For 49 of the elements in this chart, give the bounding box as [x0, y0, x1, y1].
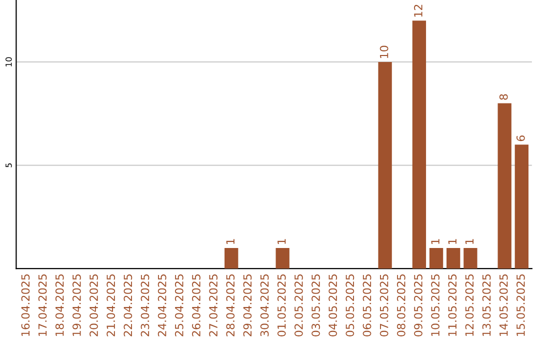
x-tick-label: 10.05.2025: [431, 274, 440, 336]
x-tick-label: 16.04.2025: [21, 274, 30, 336]
bar: [412, 20, 426, 269]
bar: [446, 248, 460, 269]
x-tick-label: 12.05.2025: [465, 274, 474, 336]
data-label: 12: [414, 4, 422, 17]
x-tick-label: 06.05.2025: [362, 274, 372, 336]
bar: [276, 248, 290, 269]
x-tick-label: 29.04.2025: [243, 274, 252, 336]
bar: [224, 248, 238, 269]
x-tick-label: 22.04.2025: [124, 274, 132, 336]
bar: [429, 248, 444, 269]
x-tick-label: 11.05.2025: [448, 274, 457, 336]
y-tick-label: 5: [6, 163, 12, 168]
data-label: 1: [431, 239, 440, 244]
x-tick-label: 07.05.2025: [380, 274, 388, 336]
x-tick-label: 24.04.2025: [158, 274, 166, 336]
bar: [514, 144, 528, 269]
x-tick-label: 20.04.2025: [90, 274, 98, 336]
x-tick-label: 21.04.2025: [106, 274, 116, 336]
x-tick-label: 23.04.2025: [140, 274, 150, 336]
x-tick-label: 04.05.2025: [328, 274, 338, 336]
data-label: 10: [380, 46, 388, 58]
x-tick-label: 01.05.2025: [277, 274, 286, 336]
x-tick-label: 13.05.2025: [482, 274, 491, 336]
bar: [464, 248, 478, 269]
x-tick-label: 03.05.2025: [312, 274, 320, 336]
x-tick-label: 26.04.2025: [192, 274, 200, 336]
x-tick-label: 09.05.2025: [414, 274, 422, 336]
x-tick-label: 25.04.2025: [174, 274, 184, 336]
bar: [378, 62, 392, 269]
x-tick-label: 08.05.2025: [396, 274, 406, 336]
x-tick-label: 30.04.2025: [260, 274, 269, 336]
x-tick-label: 17.04.2025: [38, 274, 47, 336]
x-tick-label: 02.05.2025: [294, 274, 303, 336]
x-tick-label: 19.04.2025: [72, 274, 81, 336]
data-label: 6: [516, 135, 525, 142]
x-tick-label: 27.04.2025: [209, 274, 218, 336]
bar: [498, 103, 512, 269]
x-tick-label: 15.05.2025: [516, 274, 525, 336]
data-label: 1: [465, 239, 474, 244]
data-label: 8: [499, 94, 508, 100]
data-label: 1: [448, 239, 456, 244]
x-tick-label: 05.05.2025: [346, 274, 354, 336]
x-tick-label: 28.04.2025: [226, 274, 235, 336]
data-label: 1: [226, 239, 234, 244]
x-tick-label: 18.04.2025: [55, 274, 64, 336]
x-tick-label: 14.05.2025: [499, 274, 508, 336]
data-label: 1: [278, 239, 286, 244]
